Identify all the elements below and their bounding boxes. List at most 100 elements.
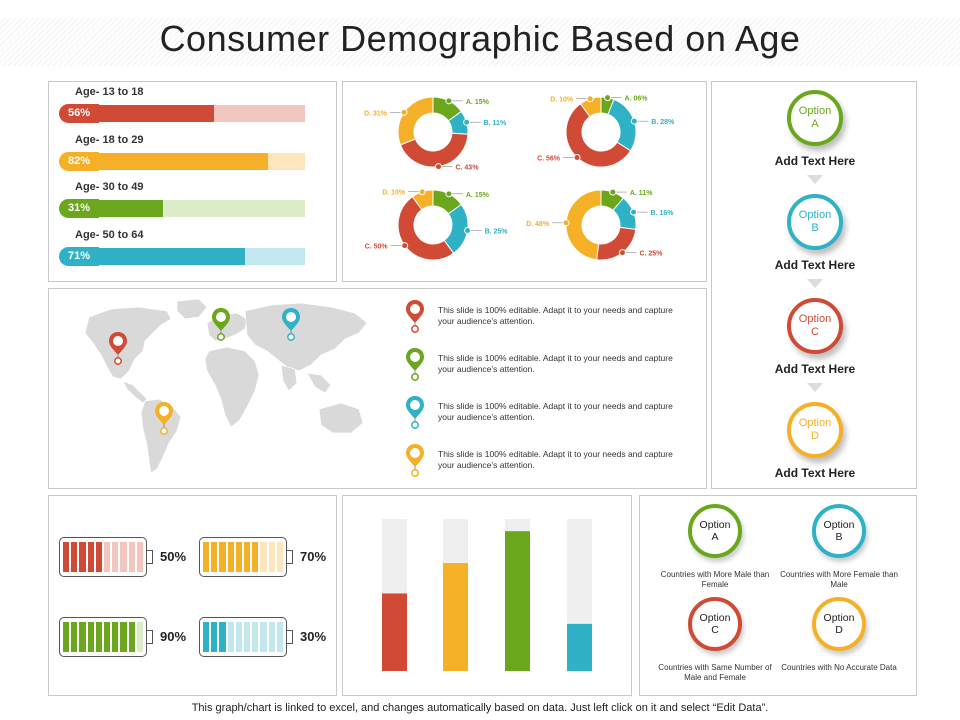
battery-cap: [147, 630, 153, 644]
option-circle[interactable]: Option B: [787, 194, 843, 250]
donut-slice-label: B. 11%: [484, 120, 507, 127]
option-caption: Add Text Here: [774, 362, 856, 376]
battery-cell: [203, 542, 210, 572]
option-circle-text: Option B: [799, 209, 831, 235]
donut-slice-label: A. 15%: [466, 192, 490, 199]
option-letter: C: [711, 624, 719, 636]
battery-cell: [104, 542, 111, 572]
country-option-circle[interactable]: Option C: [688, 597, 742, 651]
asia-shape: [244, 302, 368, 372]
donut-marker: [445, 190, 453, 198]
battery-cell: [112, 622, 119, 652]
list-pin-icon: [405, 443, 425, 482]
bar: [505, 531, 530, 671]
option-label: Option: [798, 209, 832, 221]
donut-marker: [463, 118, 471, 126]
battery-panel: 50% 70% 90% 30%: [48, 495, 337, 696]
battery-cell: [219, 622, 226, 652]
battery-cell: [276, 542, 283, 572]
battery-cell: [244, 622, 251, 652]
option-label: Option: [823, 612, 855, 624]
battery-cell: [136, 622, 143, 652]
option-circle[interactable]: Option D: [787, 402, 843, 458]
country-option-caption: Countries with More Female than Male: [780, 570, 898, 589]
option-letter: A: [711, 531, 719, 543]
donut-marker: [630, 117, 638, 125]
battery-cell: [95, 622, 102, 652]
age-bar-fill: [99, 152, 268, 170]
donut-slice: [397, 96, 434, 146]
bar-chart: [382, 519, 592, 671]
donut-marker: [562, 219, 570, 227]
battery-cell: [104, 622, 111, 652]
battery-icon: [199, 537, 287, 577]
option-circle-text: Option A: [799, 105, 831, 131]
option-label: Option: [798, 105, 832, 117]
battery-cell: [71, 622, 78, 652]
donut-marker: [400, 108, 408, 116]
donut-slice-label: B. 25%: [485, 228, 509, 235]
donut-slice-label: D. 10%: [382, 190, 406, 197]
donut-slice: [565, 102, 632, 168]
south-america-shape: [140, 398, 182, 474]
battery-cap: [287, 550, 293, 564]
country-option-caption: Countries with More Male than Female: [660, 570, 770, 589]
bar: [382, 593, 407, 671]
battery-cell: [268, 622, 275, 652]
map-pin-icon[interactable]: [211, 307, 231, 346]
donut-charts: A. 15% B. 11% C. 43% D. 31% A. 06% B. 28% C. 5…: [364, 94, 675, 261]
battery-cap: [287, 630, 293, 644]
age-bar-percent-badge: 82%: [59, 151, 99, 171]
battery-cell: [203, 622, 210, 652]
country-option-circle[interactable]: Option B: [812, 504, 866, 558]
donut-slice-label: A. 15%: [466, 99, 490, 106]
map-pin-icon[interactable]: [108, 331, 128, 370]
age-bar-label: Age- 13 to 18: [75, 86, 144, 98]
country-option-circle[interactable]: Option A: [688, 504, 742, 558]
option-label: Option: [798, 313, 832, 325]
north-america-shape: [84, 306, 172, 380]
donut-slice: [397, 195, 455, 261]
battery-icon: [59, 617, 147, 657]
donut-slice-label: B. 28%: [651, 119, 675, 126]
donut-marker: [586, 95, 594, 103]
donut-slice-label: B. 16%: [651, 210, 675, 217]
list-pin-icon: [405, 299, 425, 338]
age-bar-percent-badge: 56%: [59, 104, 99, 123]
bar-chart-panel: [342, 495, 632, 696]
option-caption: Add Text Here: [774, 154, 856, 168]
battery-icon: [199, 617, 287, 657]
battery-percent: 70%: [300, 549, 327, 564]
donut-slice: [411, 189, 434, 211]
donut-marker: [445, 97, 453, 105]
option-label: Option: [699, 612, 731, 624]
world-map: [84, 298, 368, 474]
option-label: Option: [699, 519, 731, 531]
option-circle-text: Option D: [824, 612, 855, 636]
age-bar-label: Age- 50 to 64: [75, 228, 144, 241]
option-label: Option: [823, 519, 855, 531]
map-pin-icon[interactable]: [281, 307, 301, 346]
age-bar-track: [99, 105, 305, 122]
option-letter: A: [811, 118, 819, 130]
map-pin-icon[interactable]: [154, 401, 174, 440]
donut-slice-label: A. 06%: [625, 96, 649, 103]
battery-percent: 50%: [160, 549, 187, 564]
battery-cell: [87, 622, 94, 652]
donut-marker: [573, 154, 581, 162]
age-bar-percent-badge: 31%: [59, 199, 99, 218]
option-circle-text: Option A: [700, 519, 731, 543]
option-circle[interactable]: Option C: [787, 298, 843, 354]
donut-slice-label: D. 31%: [364, 110, 388, 117]
battery-cell: [211, 542, 218, 572]
title-background: [0, 18, 960, 66]
option-circle[interactable]: Option A: [787, 90, 843, 146]
country-option-caption: Countries with No Accurate Data: [781, 663, 897, 672]
battery-cell: [95, 542, 102, 572]
option-letter: C: [811, 326, 819, 338]
list-pin-icon: [405, 395, 425, 434]
list-pin-icon: [405, 347, 425, 386]
donut-slice: [565, 189, 602, 261]
country-option-circle[interactable]: Option D: [812, 597, 866, 651]
battery-cell: [260, 542, 267, 572]
